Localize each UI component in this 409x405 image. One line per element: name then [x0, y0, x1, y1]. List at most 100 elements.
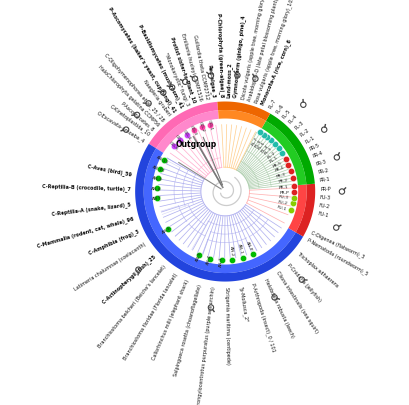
Text: P-Ascomycetes_8: P-Ascomycetes_8	[119, 100, 155, 132]
Text: PL-5: PL-5	[256, 141, 265, 150]
Text: OG-1: OG-1	[206, 119, 212, 130]
Text: Trichoplax adhaerens: Trichoplax adhaerens	[296, 251, 339, 288]
Text: P-Cnidaria (jellyfish): P-Cnidaria (jellyfish)	[285, 262, 321, 302]
Text: PR-5: PR-5	[308, 142, 320, 151]
Text: PR-3: PR-3	[315, 159, 326, 167]
Text: PL-7: PL-7	[250, 136, 258, 146]
Text: AN-9: AN-9	[151, 176, 162, 182]
Text: FU-1: FU-1	[316, 211, 328, 218]
Text: AN-3: AN-3	[219, 256, 223, 266]
Text: PR-3: PR-3	[276, 171, 286, 178]
PathPatch shape	[135, 145, 302, 282]
Text: Monocota-A (rice, corn)_6: Monocota-A (rice, corn)_6	[259, 39, 292, 106]
Text: Rosa vulgaris (apple tree, morning glory)_102: Rosa vulgaris (apple tree, morning glory…	[253, 0, 294, 103]
Text: C-Mammalia (rodent, cat, whale)_96: C-Mammalia (rodent, cat, whale)_96	[36, 215, 135, 249]
PathPatch shape	[288, 185, 306, 233]
Text: AN-4: AN-4	[206, 254, 212, 265]
Text: Dicota vulgaris (apple tree, morning glory): Dicota vulgaris (apple tree, morning glo…	[240, 0, 265, 100]
Text: FU-1: FU-1	[276, 205, 286, 211]
Text: P-Basidiomycetes (mushroom)_41: P-Basidiomycetes (mushroom)_41	[137, 23, 184, 109]
Text: PR-1: PR-1	[318, 177, 330, 183]
PathPatch shape	[217, 102, 270, 122]
Text: PL-4: PL-4	[288, 113, 298, 124]
Text: PL-3: PL-3	[263, 146, 272, 156]
Text: PL-3: PL-3	[293, 120, 304, 130]
PathPatch shape	[156, 111, 218, 153]
Text: FU-3: FU-3	[278, 195, 288, 200]
Text: PL-4: PL-4	[260, 143, 269, 153]
Text: Branchiostoma belcheri (Beiche's lancelet): Branchiostoma belcheri (Beiche's lancele…	[97, 264, 167, 349]
Text: PR-4: PR-4	[311, 150, 324, 159]
Text: PL-2: PL-2	[299, 127, 310, 137]
PathPatch shape	[295, 184, 315, 237]
Text: P-Nematoda (roundworm)_5: P-Nematoda (roundworm)_5	[305, 237, 368, 277]
Text: Outgroup: Outgroup	[175, 140, 216, 149]
Text: Red-algae_3: Red-algae_3	[206, 64, 216, 98]
Text: C-Oligohymenophorea et al._25 / 28: C-Oligohymenophorea et al._25 / 28	[102, 52, 165, 122]
Text: AN-10: AN-10	[151, 165, 165, 173]
Text: Cliona intestinalis (sea squirt): Cliona intestinalis (sea squirt)	[274, 270, 318, 334]
Text: C-Aves (bird)_59: C-Aves (bird)_59	[87, 162, 132, 177]
Text: AN-P: AN-P	[245, 240, 252, 251]
Text: AN-1: AN-1	[236, 243, 243, 254]
Text: PR-P: PR-P	[319, 186, 330, 191]
Text: PR-1: PR-1	[278, 185, 288, 190]
Text: P-Arthropoda (insect)_0 / 101: P-Arthropoda (insect)_0 / 101	[249, 282, 276, 352]
Text: Guillardia theta CCMP2712: Guillardia theta CCMP2712	[191, 34, 209, 100]
Text: P-Ascomycetes (baker's yeast, cup fungi)_41: P-Ascomycetes (baker's yeast, cup fungi)…	[107, 6, 177, 113]
Text: Branchiostoma floridae (Florida lancelet): Branchiostoma floridae (Florida lancelet…	[122, 272, 178, 360]
Text: AN-2: AN-2	[228, 245, 233, 256]
Text: Arabidopsis-D (late petal blossoming plant): Arabidopsis-D (late petal blossoming pla…	[247, 0, 279, 101]
Text: PL-1: PL-1	[269, 155, 279, 163]
Text: Strigamia maritima (centipede): Strigamia maritima (centipede)	[224, 287, 230, 364]
Text: PL-6: PL-6	[254, 138, 262, 148]
Text: C-Digenea (flatworm)_3: C-Digenea (flatworm)_3	[309, 230, 364, 259]
Text: PL-2: PL-2	[266, 150, 275, 159]
Text: OG-5: OG-5	[174, 134, 184, 145]
Text: OG-3: OG-3	[189, 124, 198, 136]
Text: AN-11: AN-11	[155, 155, 169, 165]
Text: "p-Mollusca_2": "p-Mollusca_2"	[237, 285, 248, 322]
PathPatch shape	[265, 114, 314, 185]
Text: FU-2: FU-2	[318, 203, 330, 209]
Text: C-Amphibia (frog)_3: C-Amphibia (frog)_3	[87, 228, 139, 256]
Text: PR-4: PR-4	[274, 165, 284, 173]
Text: Land-moss_2: Land-moss_2	[225, 62, 232, 98]
Text: OG-2: OG-2	[197, 121, 204, 133]
Text: OG-6: OG-6	[168, 141, 179, 151]
Text: PR-2: PR-2	[277, 178, 288, 184]
Text: Gymnosperm (ginkgo, pine)_4: Gymnosperm (ginkgo, pine)_4	[231, 16, 246, 98]
Text: Helobdella robusta (leech): Helobdella robusta (leech)	[262, 277, 294, 337]
Text: AN-5: AN-5	[195, 250, 202, 262]
PathPatch shape	[148, 102, 218, 149]
Text: Protist sister-to-Plant_10: Protist sister-to-Plant_10	[169, 36, 197, 104]
Text: C-Reptilia-A (snake, lizard)_5: C-Reptilia-A (snake, lizard)_5	[52, 201, 131, 216]
Text: PL-5: PL-5	[281, 108, 291, 119]
Text: PR-5: PR-5	[271, 160, 282, 168]
Text: C-Reptilia-B (crocodile, turtle)_7: C-Reptilia-B (crocodile, turtle)_7	[41, 183, 130, 192]
PathPatch shape	[218, 111, 265, 129]
Text: AN-6: AN-6	[161, 225, 172, 234]
Text: Salpingoeca rosetta (choanoflagellate): Salpingoeca rosetta (choanoflagellate)	[173, 283, 202, 376]
Text: C-Kinetoplastida_10: C-Kinetoplastida_10	[108, 103, 151, 137]
Text: Callorhinchus milii (elephant shark): Callorhinchus milii (elephant shark)	[151, 278, 190, 360]
Text: Emiliania huxleyi CCMP1516: Emiliania huxleyi CCMP1516	[180, 33, 202, 101]
Text: "Monokaryotic" fungi_3: "Monokaryotic" fungi_3	[163, 51, 190, 106]
Text: Strongylocentrotus purpuratus (purple sea urchin): Strongylocentrotus purpuratus (purple se…	[196, 286, 216, 405]
Text: PL-1: PL-1	[303, 134, 315, 144]
Text: OG-4: OG-4	[181, 129, 191, 141]
Text: FU-3: FU-3	[319, 194, 330, 200]
Text: HaloChlorophyta gelatina CCMP56: HaloChlorophyta gelatina CCMP56	[97, 64, 160, 127]
Text: PR-P: PR-P	[279, 190, 288, 194]
Text: AN-8: AN-8	[150, 186, 161, 191]
Text: P-Chlorophyta (green-algae)_8: P-Chlorophyta (green-algae)_8	[216, 13, 224, 98]
Text: C-Actinopterygii (fish)_25: C-Actinopterygii (fish)_25	[101, 253, 156, 304]
Text: FU-2: FU-2	[277, 199, 288, 205]
Text: PR-2: PR-2	[317, 168, 328, 175]
Text: Latimeria chalumnae (coelacanth): Latimeria chalumnae (coelacanth)	[73, 241, 146, 292]
Text: O-Excavata-amoeba_4: O-Excavata-amoeba_4	[96, 110, 146, 144]
Text: Naegleria gruberi: Naegleria gruberi	[142, 79, 171, 117]
Text: PL-7: PL-7	[267, 98, 276, 110]
PathPatch shape	[143, 149, 295, 273]
Text: PL-6: PL-6	[274, 102, 284, 114]
